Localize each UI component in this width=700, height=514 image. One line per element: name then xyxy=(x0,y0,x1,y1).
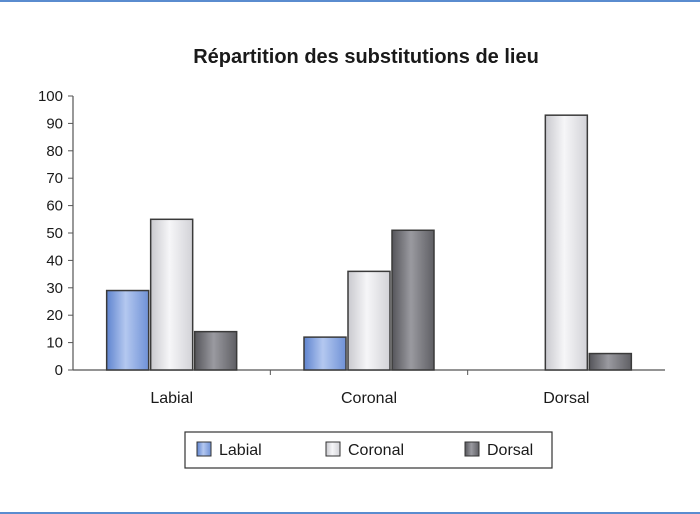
category-label: Labial xyxy=(150,390,193,407)
y-tick-label: 0 xyxy=(55,362,63,379)
y-tick-label: 90 xyxy=(46,115,63,132)
y-tick-label: 20 xyxy=(46,307,63,324)
legend-label-dorsal: Dorsal xyxy=(487,442,533,459)
bar-dorsal-dorsal xyxy=(588,352,633,371)
bar-coronal-labial xyxy=(149,218,194,371)
bar-dorsal-coronal xyxy=(391,229,435,371)
bars xyxy=(105,114,633,371)
y-tick-label: 40 xyxy=(46,252,63,269)
legend-box xyxy=(184,431,553,469)
y-tick-label: 100 xyxy=(38,88,63,105)
bar-coronal-dorsal xyxy=(544,114,589,371)
category-label: Dorsal xyxy=(543,390,589,407)
category-label: Coronal xyxy=(341,390,397,407)
y-tick-label: 60 xyxy=(46,198,63,215)
y-tick-label: 70 xyxy=(46,170,63,187)
bar-dorsal-labial xyxy=(193,330,238,371)
bar-labial-coronal xyxy=(303,336,347,371)
y-tick-label: 10 xyxy=(46,335,63,352)
legend-label-coronal: Coronal xyxy=(348,442,404,459)
y-tick-label: 30 xyxy=(46,280,63,297)
legend: Labial Coronal Dorsal xyxy=(184,431,553,469)
y-tick-label: 50 xyxy=(46,225,63,242)
y-tick-label: 80 xyxy=(46,143,63,160)
legend-label-labial: Labial xyxy=(219,442,262,459)
chart-title: Répartition des substitutions de lieu xyxy=(193,46,539,68)
category-labels: Labial Coronal Dorsal xyxy=(150,390,589,407)
bar-coronal-coronal xyxy=(347,270,391,371)
legend-swatch-dorsal xyxy=(464,441,480,457)
legend-swatch-coronal xyxy=(325,441,341,457)
bottom-rule xyxy=(0,512,700,514)
legend-swatch-labial xyxy=(196,441,212,457)
top-rule xyxy=(0,0,700,2)
bar-labial-labial xyxy=(105,289,150,371)
